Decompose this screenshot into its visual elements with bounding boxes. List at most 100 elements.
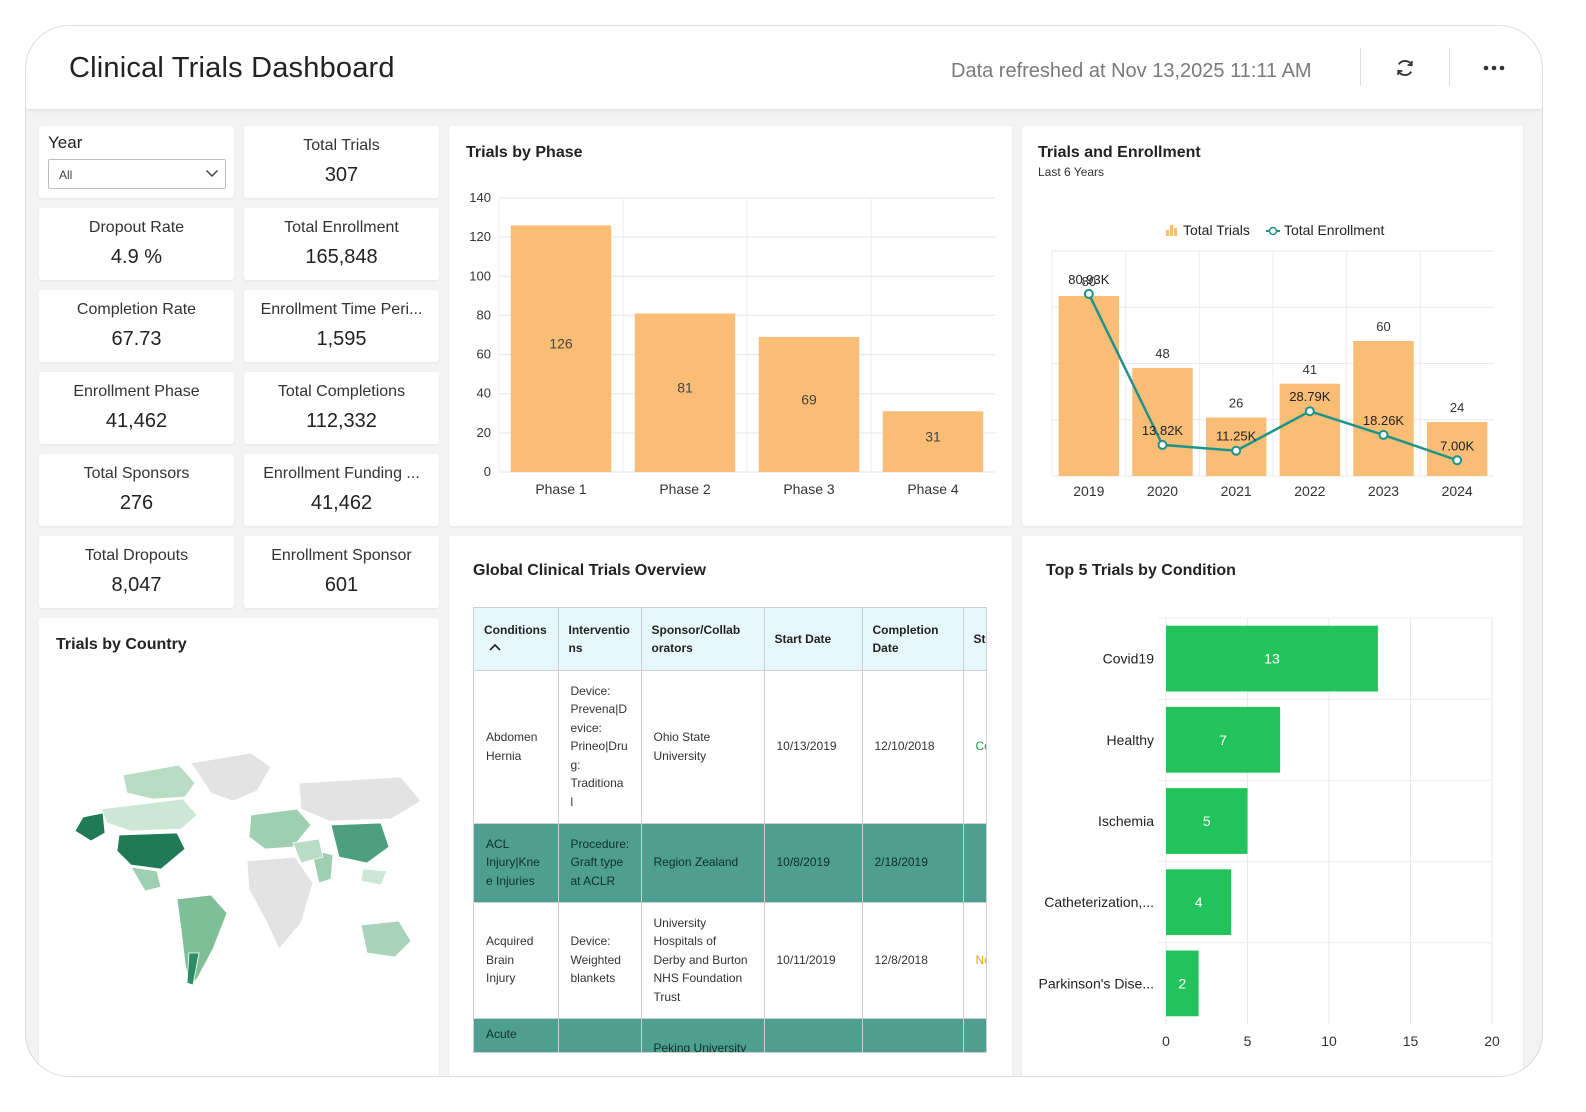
bar-value-label: 80	[1082, 274, 1096, 289]
bar-value-label: 126	[549, 336, 573, 352]
map-region-canada[interactable]	[100, 798, 198, 832]
map-region-alaska[interactable]	[74, 812, 106, 842]
x-tick-label: 2019	[1073, 483, 1104, 499]
bar-value-label: 26	[1229, 396, 1243, 411]
bar-value-label: 31	[925, 429, 941, 445]
top-conditions-card: Top 5 Trials by Condition 0 5 10 15 20 13 Covi…	[1022, 536, 1523, 1076]
trials-table[interactable]: Conditions Interventio ns Sponsor/Collab…	[473, 607, 987, 1053]
table-row[interactable]: ACL Injury|Kne e Injuries Procedure: Gra…	[474, 823, 986, 903]
line-point	[1231, 445, 1242, 456]
kpi-completion-rate: Completion Rate 67.73	[39, 290, 234, 362]
refresh-timestamp: Data refreshed at Nov 13,2025 11:11 AM	[951, 60, 1312, 82]
cell-condition: Acquired Brain Injury	[474, 902, 559, 1019]
legend-line-marker	[1268, 226, 1278, 236]
map-region-south-america[interactable]	[176, 894, 228, 986]
kpi-label: Total Sponsors	[83, 465, 190, 482]
more-options-button[interactable]	[1476, 52, 1512, 84]
header-divider	[1360, 48, 1361, 86]
bar	[1353, 341, 1414, 476]
cell-condition: Abdomen Hernia	[474, 670, 559, 824]
line-value-label: 18.26K	[1363, 413, 1405, 428]
cell-completion-date: 12/8/2018	[862, 902, 964, 1019]
y-tick-label: Covid19	[1103, 651, 1155, 667]
sort-ascending-icon[interactable]	[488, 642, 502, 652]
column-header-completion-date[interactable]: Completion Date	[862, 608, 964, 671]
map-region-argentina[interactable]	[186, 952, 200, 986]
y-tick-label: 60	[477, 347, 491, 362]
map-title: Trials by Country	[56, 636, 187, 653]
column-header-status[interactable]: St	[963, 608, 986, 671]
bar	[758, 336, 860, 472]
chart-title: Trials by Phase	[466, 144, 583, 161]
map-region-canada-north[interactable]	[122, 764, 196, 800]
cell-start-date: 10/11/2019	[764, 902, 863, 1019]
column-header-sponsors[interactable]: Sponsor/Collab orators	[641, 608, 765, 671]
map-region-russia[interactable]	[298, 776, 421, 822]
bar-value-label: 2	[1178, 975, 1186, 991]
cell-start-date: 10/8/2019	[764, 823, 863, 903]
line-point	[1083, 288, 1094, 299]
cell-completion-date: 12/10/2018	[862, 670, 964, 824]
trials-by-phase-chart: 0 20 40 60 80 100 120 140 126 Phase 1 81 Phase 2 69 P…	[469, 190, 995, 497]
cell-start-date	[764, 1018, 863, 1052]
line-point	[1304, 406, 1315, 417]
column-header-interventions[interactable]: Interventio ns	[558, 608, 642, 671]
map-region-europe[interactable]	[248, 808, 312, 850]
bar	[882, 411, 984, 472]
kpi-total-completions: Total Completions 112,332	[244, 372, 439, 444]
refresh-button[interactable]	[1387, 52, 1423, 84]
bar	[1132, 368, 1193, 476]
kpi-enrollment-funding: Enrollment Funding ... 41,462	[244, 454, 439, 526]
cell-intervention: Device: Prevena|D evice: Prineo|Dru g: T…	[558, 670, 642, 824]
map-region-greenland[interactable]	[190, 753, 272, 802]
bar-value-label: 5	[1203, 813, 1211, 829]
chevron-down-icon	[205, 169, 219, 178]
trials-table-card: Global Clinical Trials Overview Conditio…	[449, 536, 1012, 1076]
x-tick-label: 2020	[1147, 483, 1178, 499]
year-select-value: All	[59, 168, 73, 182]
legend-label: Total Trials	[1183, 222, 1250, 238]
header-divider	[1449, 48, 1450, 86]
cell-start-date: 10/13/2019	[764, 670, 863, 824]
column-header-start-date[interactable]: Start Date	[764, 608, 863, 671]
map-region-africa[interactable]	[246, 856, 314, 950]
line-value-label: 11.25K	[1216, 429, 1257, 444]
x-tick-label: Phase 1	[535, 481, 587, 497]
map-region-middle-east[interactable]	[292, 838, 324, 864]
bar	[1426, 422, 1488, 476]
kpi-total-dropouts: Total Dropouts 8,047	[39, 536, 234, 608]
bar	[1166, 706, 1281, 773]
y-tick-label: Ischemia	[1098, 813, 1154, 829]
kpi-label: Total Completions	[277, 383, 406, 400]
kpi-label: Enrollment Funding ...	[263, 465, 420, 482]
y-tick-label: 0	[484, 464, 491, 479]
column-header-conditions[interactable]: Conditions	[474, 608, 559, 671]
table-row[interactable]: Abdomen Hernia Device: Prevena|D evice: …	[474, 670, 986, 824]
kpi-label: Total Dropouts	[84, 547, 189, 564]
map-region-usa[interactable]	[116, 832, 186, 870]
map-region-mexico[interactable]	[130, 866, 162, 892]
y-tick-label: 20	[477, 425, 491, 440]
refresh-icon	[1397, 60, 1413, 76]
year-select[interactable]: All	[48, 159, 226, 189]
map-region-australia[interactable]	[360, 920, 412, 958]
kpi-value: 41,462	[105, 410, 168, 432]
kpi-value: 4.9 %	[110, 246, 163, 268]
kpi-label: Completion Rate	[76, 301, 197, 318]
map-region-china[interactable]	[330, 822, 390, 864]
table-row[interactable]: Acquired Brain Injury Device: Weighted b…	[474, 902, 986, 1019]
x-tick-label: 0	[1162, 1033, 1170, 1049]
trials-by-phase-card: Trials by Phase 0 20 40 60 80 100 120 140 126 Pha…	[449, 126, 1012, 526]
kpi-label: Enrollment Sponsor	[271, 547, 412, 564]
bar	[1166, 788, 1248, 854]
kpi-dropout-rate: Dropout Rate 4.9 %	[39, 208, 234, 280]
table-row[interactable]: Acute Peking University	[474, 1018, 986, 1052]
chart-title: Trials and Enrollment	[1038, 144, 1201, 161]
bar	[634, 313, 736, 472]
legend-label: Total Enrollment	[1284, 222, 1384, 238]
cell-sponsor: Peking University	[641, 1018, 765, 1052]
kpi-enrollment-sponsor: Enrollment Sponsor 601	[244, 536, 439, 608]
x-tick-label: 2023	[1368, 483, 1399, 499]
map-region-southeast-asia[interactable]	[360, 868, 388, 886]
world-map[interactable]	[61, 753, 421, 993]
